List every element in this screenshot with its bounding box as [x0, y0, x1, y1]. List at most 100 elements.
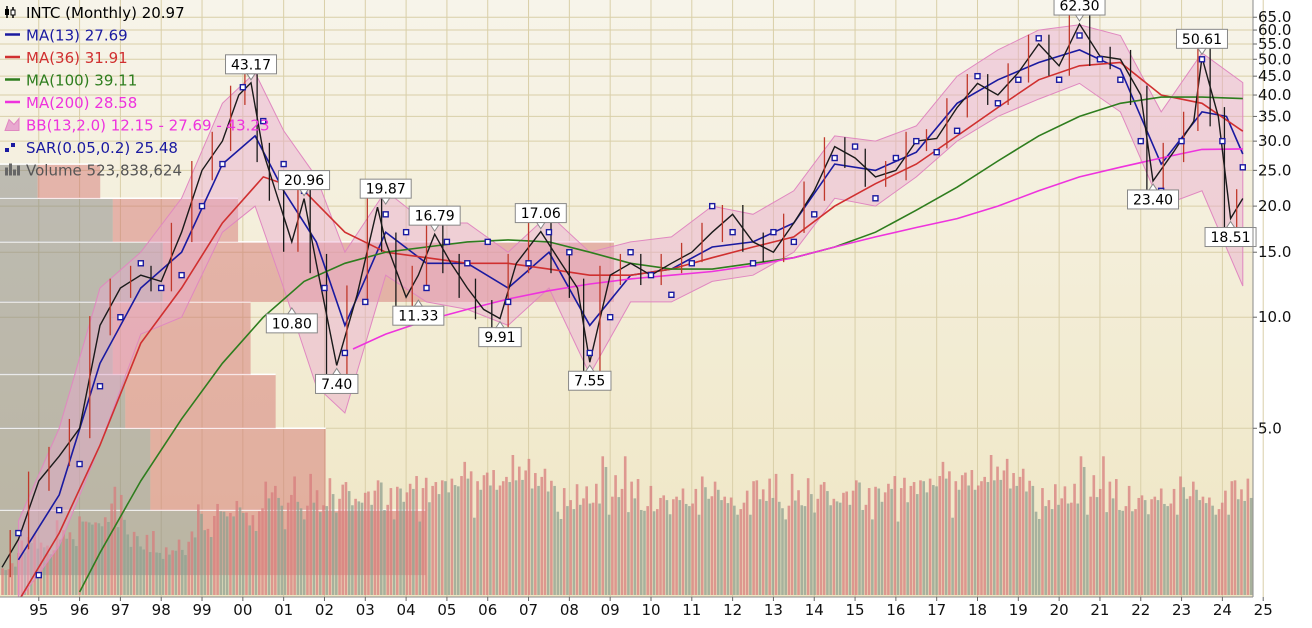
- vbp-down-bar-4: [0, 241, 163, 302]
- price-label-pointer-0: [246, 73, 256, 81]
- volume-bar-372: [1195, 489, 1198, 595]
- volume-bar-222: [713, 481, 717, 595]
- volume-bar-220: [707, 498, 710, 595]
- volume-bar-304: [976, 485, 980, 595]
- volume-bar-52: [168, 554, 171, 595]
- vbp-up-bar-5: [112, 198, 239, 242]
- volume-bar-364: [1169, 503, 1173, 595]
- volume-bar-371: [1192, 481, 1195, 595]
- price-label-pointer-13: [1225, 220, 1236, 229]
- x-tick-label-0: 95: [29, 601, 48, 619]
- x-tick-label-24: 19: [1009, 601, 1028, 619]
- volume-bar-175: [562, 488, 566, 595]
- legend-label-1: MA(13) 27.69: [26, 27, 128, 45]
- volume-bar-130: [418, 521, 422, 595]
- volume-bar-24: [78, 516, 81, 595]
- sar-dot-1: [35, 571, 42, 579]
- price-label-text-5: 11.33: [398, 309, 438, 325]
- sar-dot-16: [341, 349, 349, 357]
- volume-bar-126: [405, 492, 409, 595]
- price-label-pointer-4: [380, 197, 391, 206]
- volume-bar-58: [187, 541, 190, 595]
- volume-bar-185: [595, 483, 598, 595]
- volume-bar-65: [209, 537, 213, 595]
- volume-bar-317: [1018, 476, 1022, 595]
- volume-bar-122: [392, 519, 396, 595]
- volume-bar-198: [636, 479, 640, 595]
- sar-dot-20: [423, 284, 430, 292]
- y-tick-label-7: 30.0: [1258, 132, 1291, 150]
- volume-bar-356: [1143, 500, 1147, 595]
- legend-label-0: INTC (Monthly) 20.97: [26, 4, 185, 22]
- sar-dot-41: [851, 143, 859, 150]
- volume-bar-247: [794, 500, 797, 595]
- volume-bar-368: [1182, 487, 1185, 595]
- legend-item-4: MA(200) 28.58: [5, 94, 137, 112]
- volume-bar-353: [1134, 509, 1137, 595]
- volume-bar-289: [928, 478, 932, 595]
- volume-bar-245: [787, 505, 791, 595]
- volume-bar-206: [662, 495, 666, 595]
- volume-bar-132: [424, 477, 428, 595]
- volume-bar-335: [1076, 503, 1080, 595]
- volume-bar-223: [716, 489, 720, 595]
- volume-bar-145: [466, 478, 470, 595]
- x-tick-label-9: 04: [397, 601, 416, 619]
- volume-bar-196: [630, 481, 633, 595]
- sar-dot-46: [953, 127, 961, 134]
- volume-bar-307: [986, 482, 990, 595]
- volume-bar-179: [575, 484, 579, 595]
- volume-bar-360: [1156, 500, 1160, 595]
- x-tick-label-7: 02: [315, 601, 334, 619]
- volume-bar-269: [864, 504, 868, 595]
- volume-bar-2: [7, 569, 11, 595]
- price-label-2: 10.80: [265, 306, 318, 334]
- volume-bar-258: [829, 505, 832, 595]
- volume-bar-256: [822, 482, 826, 595]
- candle-body-b: [10, 9, 16, 16]
- volume-bar-104: [335, 512, 338, 595]
- volume-bar-237: [761, 489, 765, 595]
- volume-bar-119: [383, 509, 386, 595]
- volume-bar-79: [254, 531, 258, 595]
- dot-b: [11, 143, 15, 147]
- volume-bar-49: [158, 552, 162, 595]
- volume-bar-383: [1230, 481, 1234, 595]
- volume-bar-158: [508, 482, 511, 595]
- volume-bar-263: [845, 491, 848, 595]
- volume-bar-299: [960, 475, 964, 595]
- volume-bar-37: [119, 494, 123, 595]
- bar-0: [5, 167, 8, 176]
- volume-bar-277: [890, 488, 893, 595]
- volume-bar-257: [826, 491, 829, 595]
- volume-bar-355: [1140, 495, 1144, 595]
- volume-bar-347: [1114, 479, 1118, 595]
- volume-bar-280: [899, 488, 903, 595]
- legend-label-4: MA(200) 28.58: [26, 94, 137, 112]
- volume-bar-190: [611, 496, 614, 595]
- volume-bar-114: [367, 491, 370, 595]
- volume-bar-47: [152, 531, 155, 595]
- volume-bar-164: [527, 458, 531, 595]
- legend-item-3: MA(100) 39.11: [5, 72, 137, 90]
- volume-bar-151: [485, 472, 489, 595]
- volume-bar-332: [1066, 503, 1070, 595]
- candle-body-a: [5, 9, 9, 15]
- volume-bar-265: [851, 490, 855, 595]
- x-tick-label-26: 21: [1090, 601, 1109, 619]
- y-tick-label-11: 10.0: [1258, 308, 1291, 326]
- volume-bar-201: [646, 506, 649, 595]
- sar-dot-42: [872, 195, 879, 202]
- volume-bar-8: [26, 537, 30, 595]
- volume-bar-68: [219, 511, 223, 595]
- volume-bar-53: [171, 550, 174, 595]
- volume-bar-274: [880, 501, 884, 595]
- y-tick-label-1: 60.0: [1258, 21, 1291, 39]
- volume-bar-94: [302, 519, 306, 595]
- sar-dot-13: [280, 160, 287, 168]
- volume-bar-329: [1057, 504, 1060, 595]
- volume-bar-72: [232, 516, 235, 595]
- volume-bar-105: [338, 498, 341, 595]
- volume-bar-200: [643, 510, 646, 595]
- volume-bar-51: [164, 547, 168, 595]
